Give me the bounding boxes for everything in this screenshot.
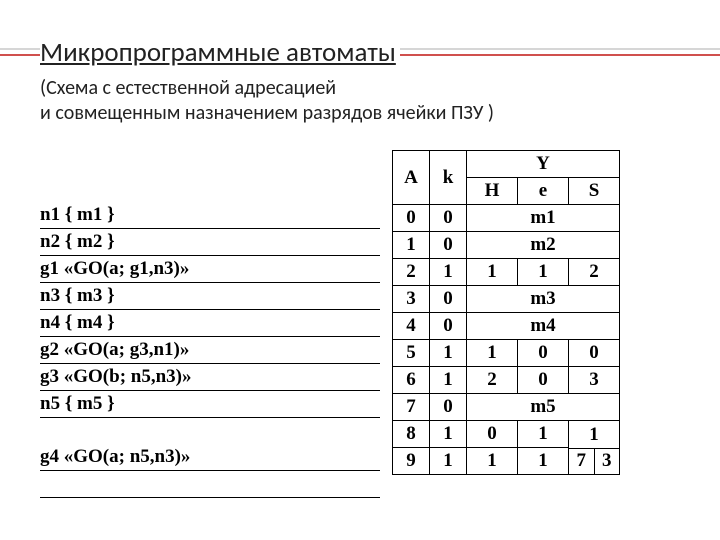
cell-e: 0 (518, 340, 569, 367)
cell-k: 0 (430, 394, 467, 421)
cell-S: 3 (569, 367, 620, 394)
cell-k: 1 (430, 367, 467, 394)
cell-S-top: 1 (569, 422, 619, 448)
col-A: A (393, 151, 430, 205)
label-row: n1 { m1 } (40, 202, 380, 229)
table-row: 5 1 1 0 0 (393, 340, 620, 367)
cell-Y-merged: m2 (467, 232, 620, 259)
labels-spacer (40, 150, 380, 202)
labels-column: n1 { m1 } n2 { m2 } g1 «GO(a; g1,n3)» n3… (40, 150, 380, 498)
cell-A: 7 (393, 394, 430, 421)
col-S: S (569, 178, 620, 205)
label-row: n4 { m4 } (40, 310, 380, 337)
cell-S-bottom-b: 3 (595, 448, 620, 474)
cell-k: 0 (430, 313, 467, 340)
cell-e: 1 (518, 421, 569, 448)
table-row: 7 0 m5 (393, 394, 620, 421)
label-row: g1 «GO(a; g1,n3)» (40, 256, 380, 283)
cell-A: 5 (393, 340, 430, 367)
label-row-end (40, 471, 380, 498)
label-row (40, 418, 380, 444)
cell-Y-merged: m5 (467, 394, 620, 421)
cell-k: 0 (430, 205, 467, 232)
cell-S: 2 (569, 259, 620, 286)
cell-S-bottom-a: 7 (569, 448, 595, 474)
subtitle-line2: и совмещенным назначением разрядов ячейк… (40, 101, 494, 125)
cell-A: 2 (393, 259, 430, 286)
cell-A: 8 (393, 421, 430, 448)
cell-A: 3 (393, 286, 430, 313)
col-e: e (518, 178, 569, 205)
cell-Y-merged: m3 (467, 286, 620, 313)
cell-A: 1 (393, 232, 430, 259)
label-row: g2 «GO(a; g3,n1)» (40, 337, 380, 364)
cell-A: 6 (393, 367, 430, 394)
label-row: n3 { m3 } (40, 283, 380, 310)
col-Y: Y (467, 151, 620, 178)
cell-e: 1 (518, 448, 569, 475)
cell-k: 0 (430, 286, 467, 313)
cell-e: 0 (518, 367, 569, 394)
cell-H: 2 (467, 367, 518, 394)
label-row: n2 { m2 } (40, 229, 380, 256)
table-row: 1 0 m2 (393, 232, 620, 259)
page-subtitle: (Схема с естественной адресацией и совме… (40, 76, 494, 126)
table-row: 0 0 m1 (393, 205, 620, 232)
table-row: 2 1 1 1 2 (393, 259, 620, 286)
cell-k: 1 (430, 448, 467, 475)
cell-Y-merged: m4 (467, 313, 620, 340)
table-row: 6 1 2 0 3 (393, 367, 620, 394)
label-row: g3 «GO(b; n5,n3)» (40, 364, 380, 391)
cell-S-split: 1 7 3 (569, 421, 620, 475)
cell-k: 1 (430, 340, 467, 367)
cell-H: 1 (467, 340, 518, 367)
cell-A: 0 (393, 205, 430, 232)
cell-e: 1 (518, 259, 569, 286)
label-row: n5 { m5 } (40, 391, 380, 418)
cell-H: 0 (467, 421, 518, 448)
cell-A: 4 (393, 313, 430, 340)
cell-Y-merged: m1 (467, 205, 620, 232)
cell-k: 0 (430, 232, 467, 259)
table-header-row: A k Y (393, 151, 620, 178)
page-title: Микропрограммные автоматы (40, 36, 400, 69)
cell-S: 0 (569, 340, 620, 367)
table-row: 3 0 m3 (393, 286, 620, 313)
cell-k: 1 (430, 421, 467, 448)
label-row: g4 «GO(a; n5,n3)» (40, 444, 380, 471)
cell-A: 9 (393, 448, 430, 475)
cell-H: 1 (467, 448, 518, 475)
content-area: n1 { m1 } n2 { m2 } g1 «GO(a; g1,n3)» n3… (40, 150, 680, 498)
col-H: H (467, 178, 518, 205)
col-k: k (430, 151, 467, 205)
cell-k: 1 (430, 259, 467, 286)
cell-H: 1 (467, 259, 518, 286)
table-row: 4 0 m4 (393, 313, 620, 340)
subtitle-line1: (Схема с естественной адресацией (40, 76, 336, 100)
table-row: 8 1 0 1 1 7 3 (393, 421, 620, 448)
microprogram-table: A k Y H e S 0 0 m1 1 0 m2 2 1 1 1 2 3 0 (392, 150, 620, 475)
